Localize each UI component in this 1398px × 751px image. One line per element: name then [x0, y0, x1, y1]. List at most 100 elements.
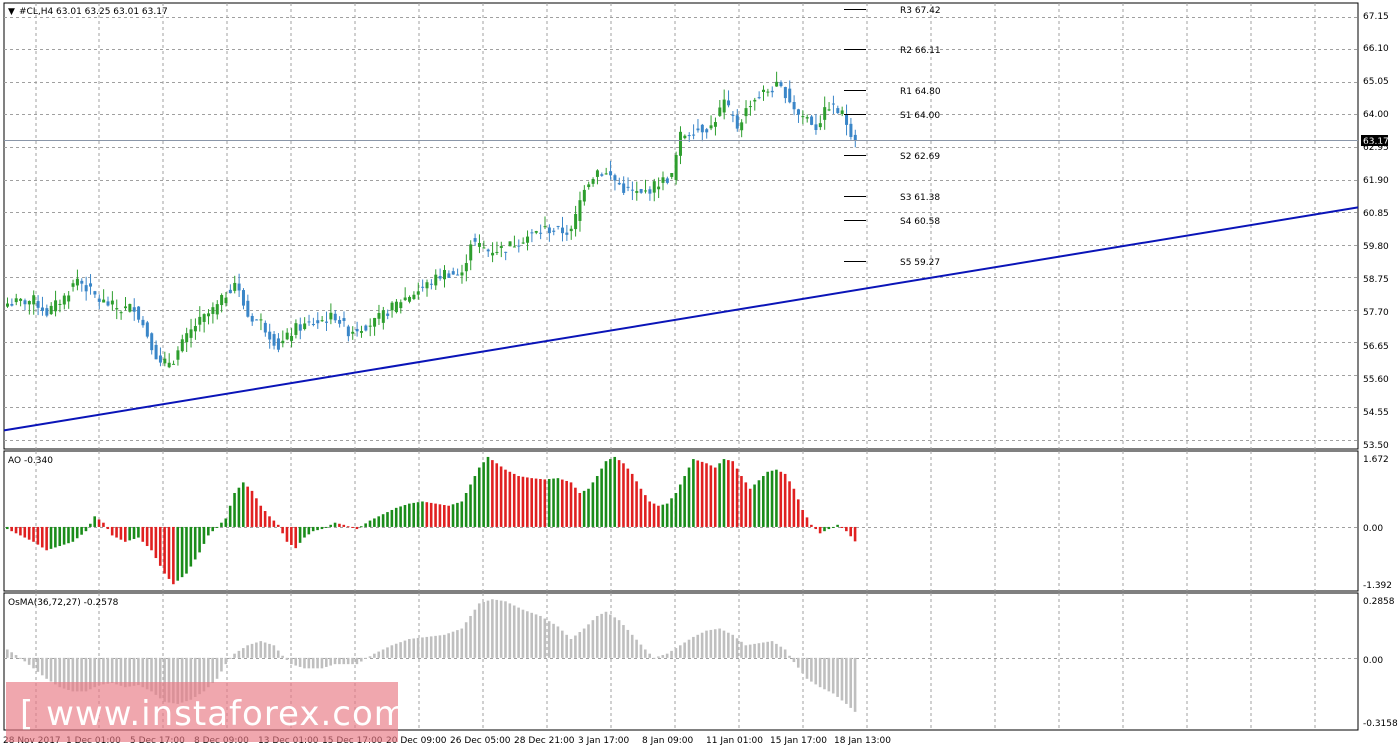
osma-bar — [770, 641, 774, 658]
osma-bar — [517, 607, 520, 658]
candle-body — [80, 280, 84, 284]
osma-bar — [491, 599, 494, 658]
ao-bar — [740, 476, 743, 527]
candle-body — [534, 231, 538, 233]
candle-body — [687, 135, 691, 137]
ao-bar — [687, 467, 691, 527]
ao-bar — [753, 484, 756, 527]
candle-body — [211, 307, 215, 314]
ao-bar — [727, 460, 730, 527]
osma-bar — [6, 649, 9, 658]
ao-bar — [630, 473, 634, 527]
candle-body — [805, 117, 809, 119]
candle-body — [504, 251, 508, 253]
candle-body — [154, 344, 158, 360]
ao-bar — [556, 478, 560, 527]
candle-body — [700, 124, 704, 133]
candle-body — [268, 331, 272, 340]
candle-body — [657, 186, 661, 190]
osma-bar — [180, 657, 184, 703]
ao-bar — [10, 526, 13, 532]
ao-bar — [215, 526, 219, 528]
pivot-label-s5: S5 59.27 — [900, 258, 940, 268]
osma-bar — [394, 643, 398, 658]
osma-bar — [718, 628, 721, 658]
ao-bar — [840, 526, 844, 529]
candle-body — [54, 300, 58, 312]
osma-bar — [709, 629, 713, 658]
header-arrow-icon[interactable]: ▼ — [8, 7, 15, 17]
osma-bar — [796, 657, 800, 668]
osma-bar — [665, 653, 669, 658]
osma-bar — [93, 657, 96, 688]
osma-bar — [359, 657, 363, 662]
osma-bar — [342, 657, 346, 665]
ao-panel-title: AO -0.340 — [8, 456, 53, 466]
ao-bar — [198, 526, 201, 553]
ao-bar — [447, 505, 450, 527]
ao-bar — [530, 478, 533, 527]
osma-bar — [110, 657, 114, 683]
ao-panel[interactable] — [3, 450, 1359, 592]
ao-bar — [346, 526, 350, 528]
osma-bar — [298, 657, 302, 667]
candle-body — [228, 289, 232, 294]
ao-bar — [783, 473, 787, 527]
osma-bar — [552, 623, 555, 658]
ao-bar — [670, 498, 673, 527]
osma-bar — [425, 636, 429, 658]
osma-bar — [416, 637, 420, 658]
osma-bar — [827, 657, 831, 692]
candle-body — [845, 114, 849, 125]
candle-body — [744, 108, 748, 117]
candle-body — [307, 321, 311, 323]
ao-bar — [683, 476, 686, 527]
ao-bar — [788, 481, 791, 527]
candle-body — [298, 324, 302, 331]
osma-bar — [740, 641, 743, 658]
osma-bar — [84, 657, 88, 692]
ao-bar — [412, 502, 416, 527]
ao-bar — [93, 516, 96, 527]
ao-bar — [386, 512, 389, 527]
ao-bar — [517, 476, 520, 527]
candle-body — [775, 81, 779, 87]
candle-body — [97, 298, 101, 302]
ao-bar — [438, 504, 442, 527]
candle-body — [591, 179, 595, 184]
ao-bar — [36, 526, 40, 545]
osma-bar — [735, 638, 739, 658]
osma-bar — [390, 645, 394, 658]
candle-body — [316, 320, 320, 324]
osma-bar — [176, 657, 180, 704]
osma-bar — [255, 642, 258, 658]
ao-bar — [543, 479, 547, 527]
osma-bar — [373, 653, 376, 658]
ao-bar — [473, 476, 477, 527]
pivot-label-r3: R3 67.42 — [900, 6, 941, 16]
ao-bar — [722, 459, 726, 527]
osma-bar — [163, 657, 166, 702]
ao-bar — [158, 526, 162, 566]
ao-bar — [578, 492, 582, 527]
ao-bar — [534, 478, 538, 527]
candle-body — [342, 318, 346, 321]
watermark-text: [ www.instaforex.com ] — [20, 694, 434, 734]
price-panel[interactable] — [3, 2, 1359, 450]
ao-bar — [316, 526, 319, 531]
trendline-group[interactable] — [3, 206, 1359, 432]
osma-bar — [626, 629, 630, 658]
ao-bar — [351, 526, 354, 528]
osma-bar — [333, 657, 337, 665]
price-tick-label: 62.95 — [1363, 143, 1389, 153]
osma-panel[interactable] — [3, 592, 1359, 731]
osma-bar — [364, 657, 367, 659]
osma-bar — [630, 634, 634, 658]
ao-bar — [735, 468, 739, 527]
osma-bar — [744, 645, 748, 658]
candle-body — [215, 304, 219, 315]
ao-bar — [823, 526, 826, 532]
ao-bar — [241, 482, 245, 527]
ao-bar — [132, 526, 136, 539]
ao-bar — [796, 499, 800, 527]
